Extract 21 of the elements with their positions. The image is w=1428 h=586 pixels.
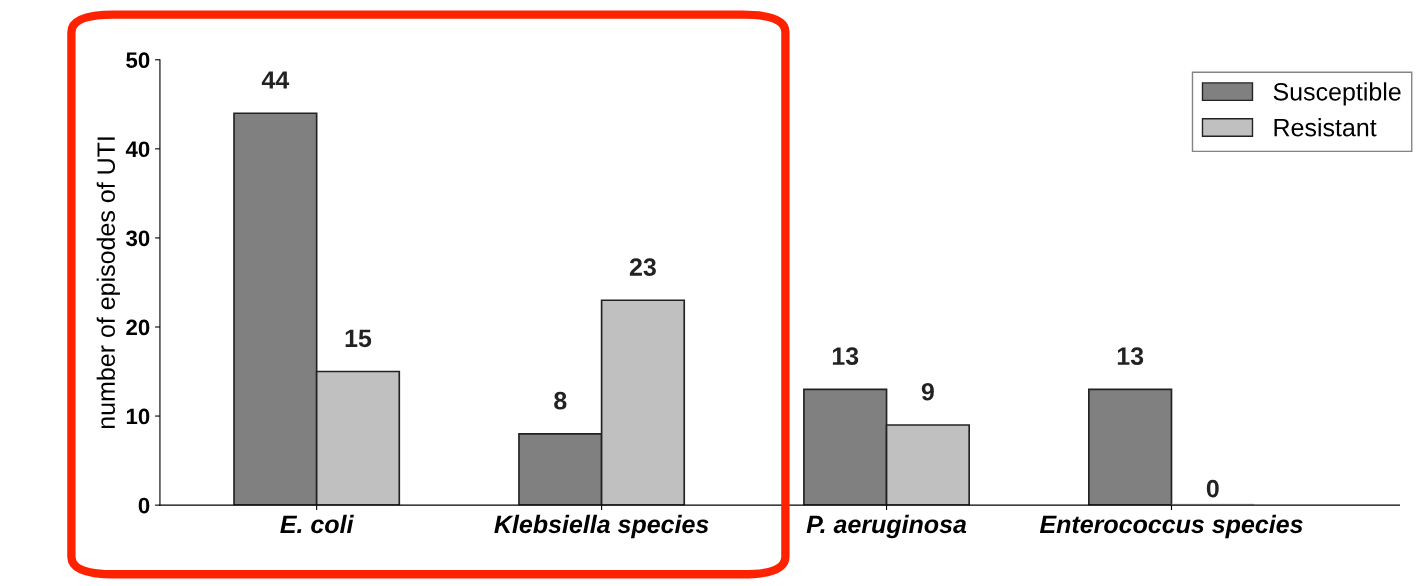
data-label: 15 [345, 329, 372, 348]
data-label: 23 [629, 258, 656, 276]
data-label: 9 [921, 382, 934, 401]
y-tick-label: 0 [138, 497, 150, 514]
data-label: 13 [832, 347, 859, 365]
x-tick-label: E. coli [280, 514, 354, 534]
x-tick-label: Enterococcus species [1039, 514, 1303, 539]
x-tick-label: P. aeruginosa [806, 514, 967, 539]
y-tick-label: 50 [126, 52, 150, 69]
legend-label: Resistant [1274, 118, 1377, 137]
data-label: 44 [261, 71, 290, 89]
y-tick-label: 30 [126, 230, 150, 247]
data-label: 0 [1206, 479, 1219, 498]
data-label: 8 [554, 391, 567, 410]
y-tick-label: 10 [126, 408, 150, 425]
y-tick-label: 20 [126, 319, 150, 336]
data-label: 13 [1117, 347, 1144, 365]
x-tick-label: Klebsiella species [494, 514, 709, 539]
y-axis-title: number of episodes of UTI [96, 137, 120, 429]
y-tick-label: 40 [125, 141, 150, 158]
legend-label: Susceptible [1273, 82, 1401, 106]
